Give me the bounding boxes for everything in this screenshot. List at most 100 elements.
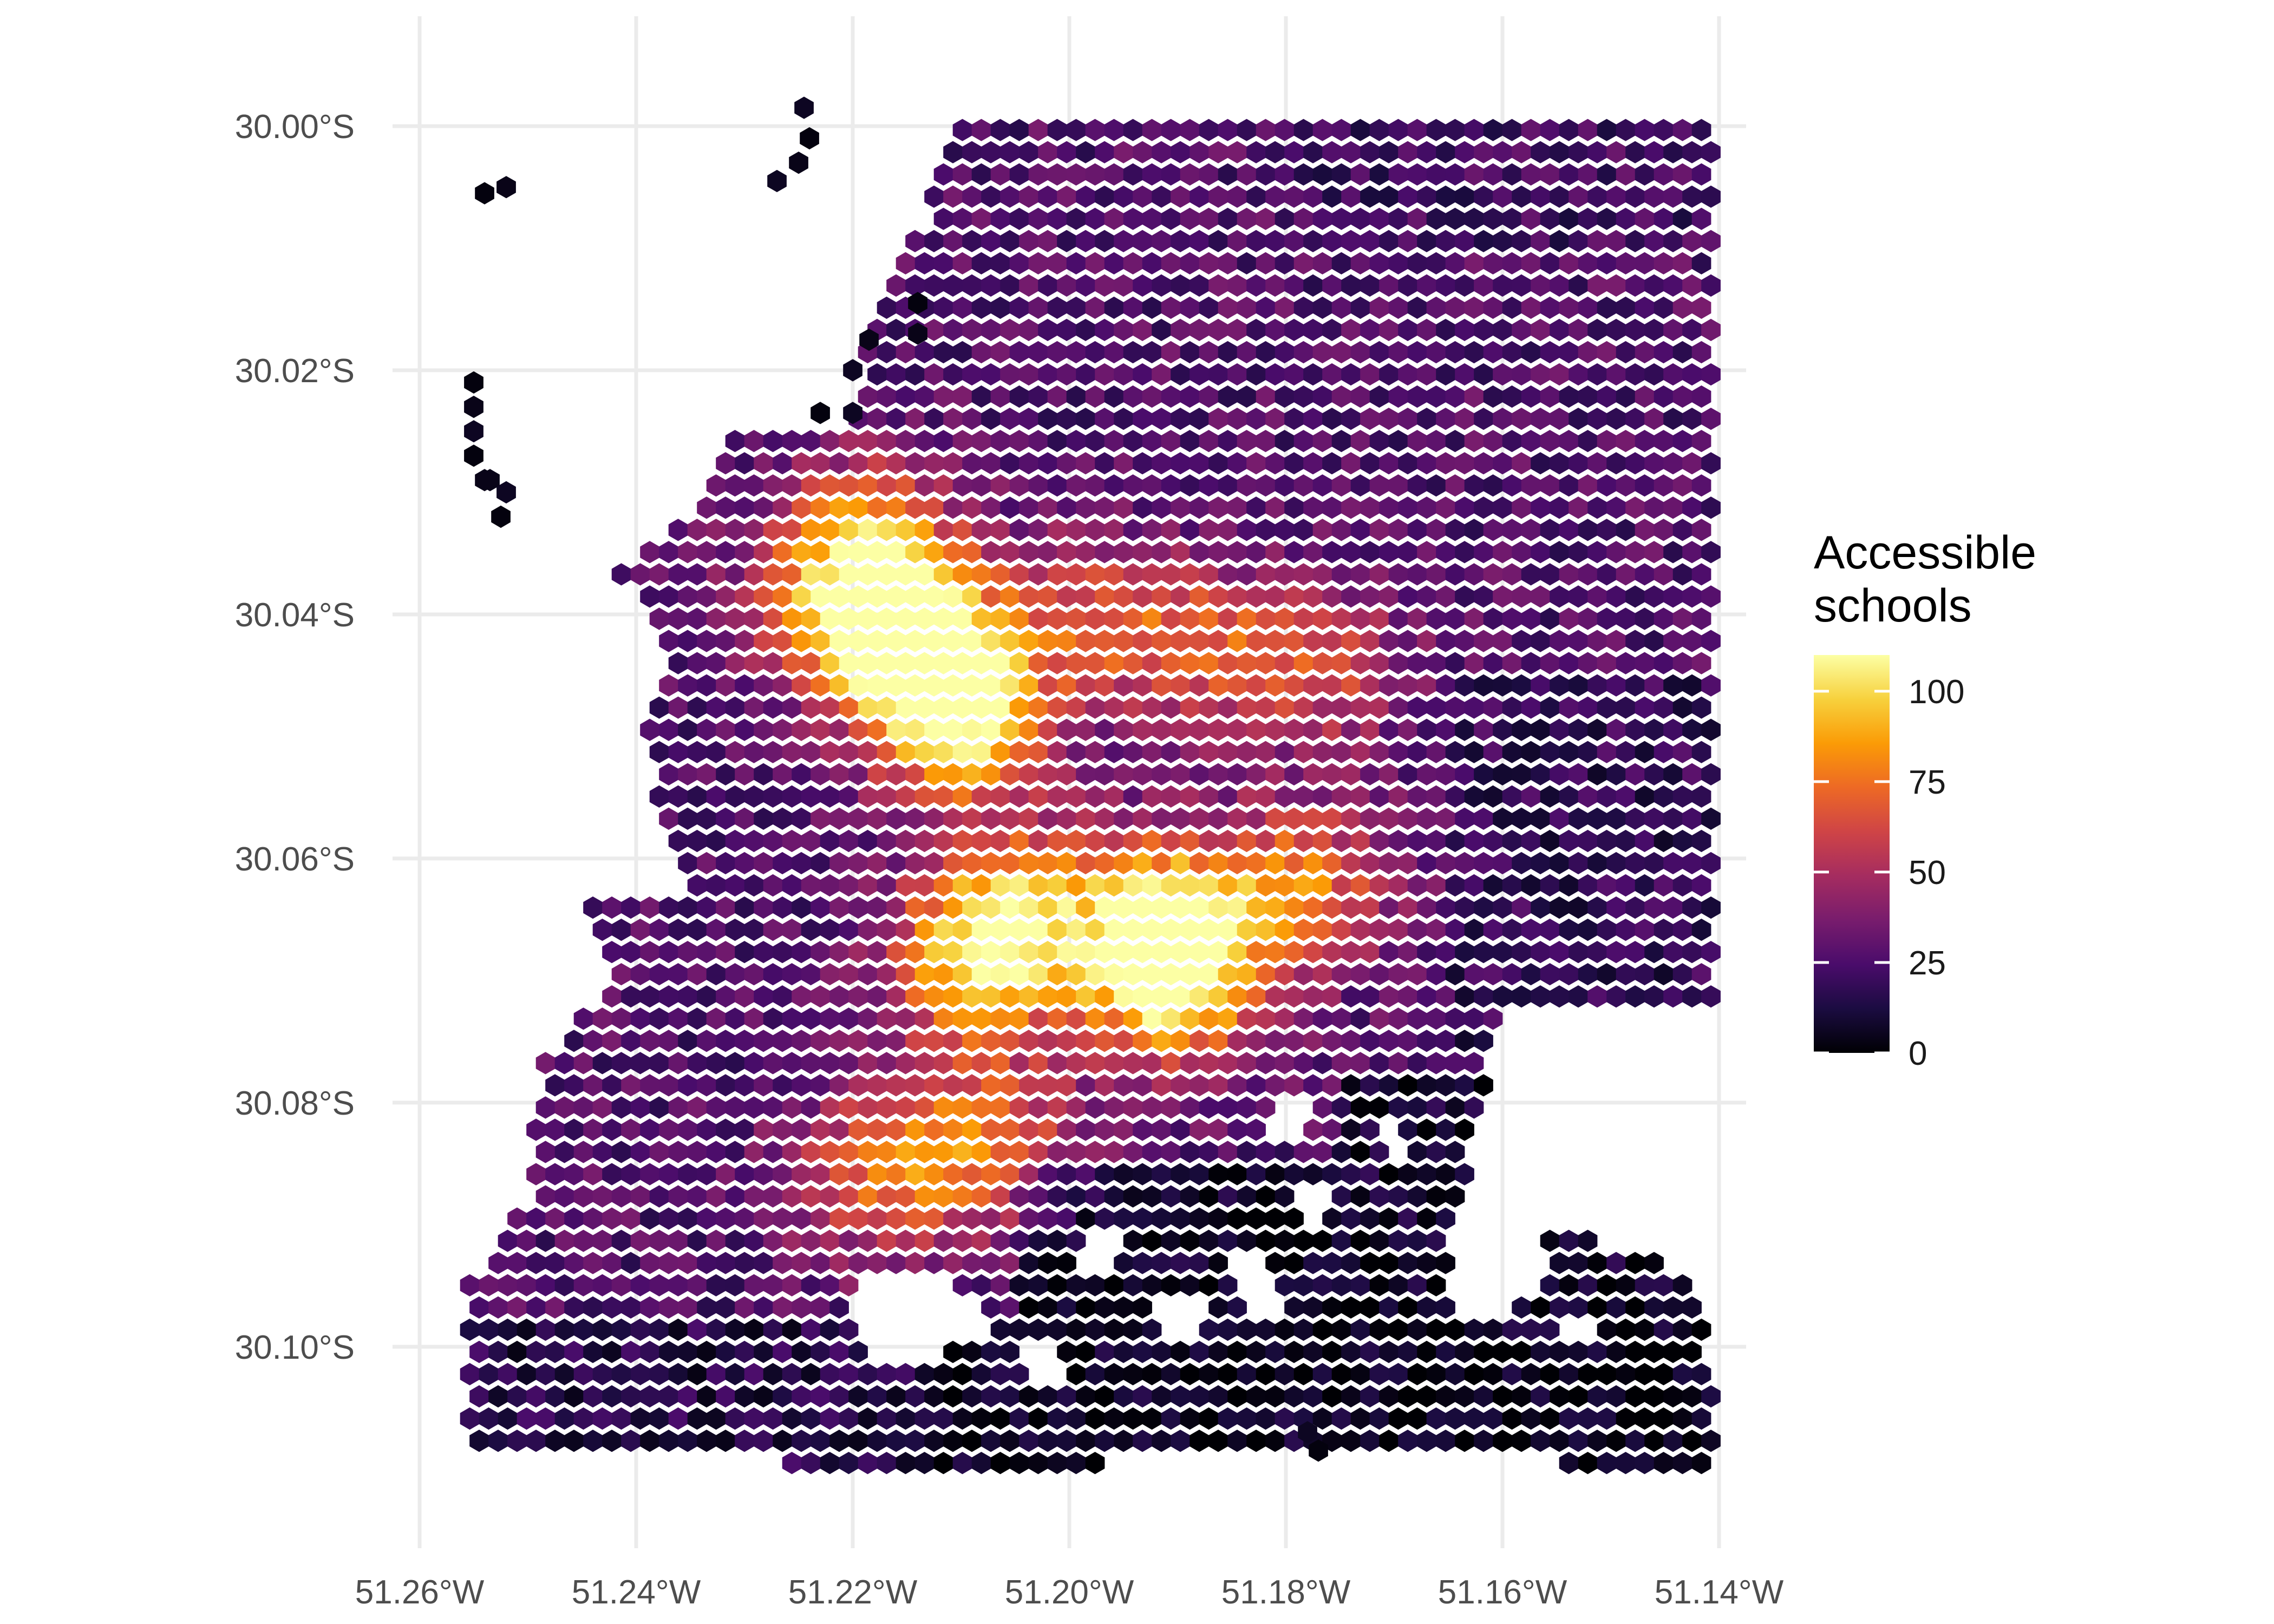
hex-cell: [687, 607, 707, 630]
hex-cell: [1199, 1229, 1219, 1252]
hex-cell: [1000, 1340, 1020, 1363]
hex-cell: [990, 919, 1010, 941]
hex-cell: [1104, 163, 1124, 186]
hex-cell: [1625, 496, 1645, 519]
hex-cell: [1256, 474, 1276, 497]
hex-cell: [1095, 452, 1114, 475]
hex-cell: [1085, 785, 1105, 808]
hex-cell: [896, 474, 916, 497]
hex-cell: [1540, 1274, 1560, 1296]
hex-cell: [1265, 630, 1285, 652]
hex-cell: [1057, 896, 1076, 919]
hex-cell: [706, 1274, 726, 1296]
hex-cell: [630, 919, 650, 941]
hex-cell: [971, 163, 991, 186]
hex-cell: [611, 1318, 631, 1341]
hex-cell: [1701, 941, 1721, 964]
hex-cell: [744, 919, 764, 941]
hex-cell: [962, 763, 982, 785]
hex-cell: [1417, 1118, 1436, 1141]
hex-cell: [1104, 1185, 1124, 1208]
hex-cell: [1133, 807, 1152, 830]
hex-cell: [1341, 674, 1361, 697]
hex-cell: [1199, 474, 1219, 497]
hex-cell: [744, 1096, 764, 1119]
hex-cell: [1114, 230, 1133, 252]
hex-cell: [1161, 1052, 1181, 1075]
hex-cell: [716, 1296, 735, 1319]
hex-cell: [858, 563, 878, 586]
hex-cell: [1104, 741, 1124, 763]
hex-cell: [829, 1385, 849, 1408]
hex-cell: [1047, 1229, 1067, 1252]
hex-cell: [896, 430, 916, 453]
hex-cell: [1312, 1096, 1332, 1119]
hex-cell: [507, 1340, 527, 1363]
hex-cell: [1047, 652, 1067, 675]
hex-cell: [1161, 829, 1181, 853]
hex-cell: [1512, 852, 1531, 875]
hex-cell: [498, 1407, 518, 1430]
hex-cell: [1559, 696, 1579, 719]
hex-cell: [697, 941, 716, 964]
hex-cell: [1644, 630, 1664, 652]
hex-cell: [1597, 385, 1617, 408]
hex-cell: [924, 1430, 944, 1452]
hex-cell: [1028, 607, 1048, 630]
hex-cell: [1426, 207, 1446, 230]
hex-cell: [1483, 741, 1503, 763]
hex-cell: [773, 585, 792, 608]
hex-cell: [1663, 718, 1683, 741]
hex-cell: [735, 941, 754, 964]
hex-cell: [1190, 230, 1209, 252]
hex-cell: [1312, 652, 1332, 675]
hex-cell: [1701, 452, 1721, 475]
hex-cell: [1227, 541, 1247, 564]
hex-cell: [1085, 207, 1105, 230]
hex-cell: [971, 696, 991, 719]
hex-cell: [1616, 474, 1636, 497]
hex-cell: [1417, 1385, 1436, 1408]
hex-cell: [896, 1185, 916, 1208]
hex-cell: [678, 1118, 697, 1141]
hex-cell: [602, 1340, 622, 1363]
hex-cell: [933, 963, 953, 986]
hex-cell: [1076, 852, 1095, 875]
hex-cell: [1246, 985, 1266, 1008]
hex-cell: [1066, 1052, 1086, 1075]
y-tick-label: 30.06°S: [235, 841, 355, 878]
hex-cell: [1057, 985, 1076, 1008]
hex-cell: [905, 1385, 925, 1408]
hex-cell: [1057, 763, 1076, 785]
hex-cell: [1569, 718, 1588, 741]
hex-cell: [697, 630, 716, 652]
hex-cell: [1331, 296, 1351, 319]
hex-cell: [1606, 274, 1626, 297]
hex-cell: [464, 420, 483, 443]
hex-cell: [1190, 452, 1209, 475]
hex-cell: [1616, 1274, 1636, 1296]
hex-cell: [1455, 1430, 1474, 1452]
hex-cell: [924, 941, 944, 964]
hex-cell: [1218, 519, 1238, 541]
hex-cell: [1350, 919, 1370, 941]
hex-cell: [659, 541, 678, 564]
hex-cell: [1293, 385, 1314, 408]
hex-cell: [697, 763, 716, 785]
hex-cell: [602, 1074, 622, 1097]
hex-cell: [962, 1385, 982, 1408]
hex-cell: [1171, 896, 1190, 919]
hex-cell: [829, 1074, 849, 1097]
hex-cell: [1246, 141, 1266, 163]
hex-cell: [1123, 919, 1143, 941]
hex-cell: [1644, 185, 1664, 208]
hex-cell: [649, 696, 669, 719]
hex-cell: [1531, 541, 1550, 564]
hex-cell: [839, 963, 859, 986]
hex-cell: [1161, 607, 1181, 630]
hex-cell: [1038, 1252, 1057, 1274]
hex-cell: [943, 1340, 963, 1363]
hex-cell: [1284, 363, 1304, 386]
hex-cell: [1540, 785, 1560, 808]
hex-cell: [1445, 163, 1465, 186]
